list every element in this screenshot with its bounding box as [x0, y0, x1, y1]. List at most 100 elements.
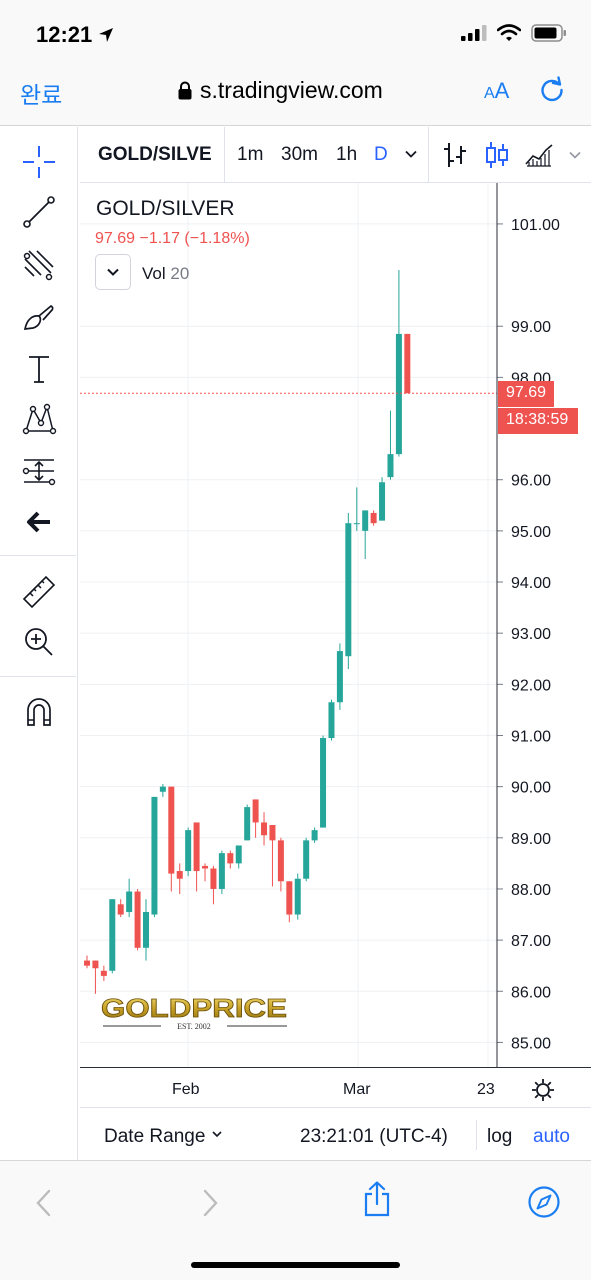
candle-body: [227, 853, 234, 864]
candle-body: [345, 523, 352, 657]
forward-button[interactable]: [188, 1183, 232, 1223]
log-scale-toggle[interactable]: log: [487, 1126, 513, 1147]
bar-style-button[interactable]: [442, 141, 468, 174]
chart-pane[interactable]: 101.00 99.00 98.00 96.00 95.00 94.00 93.00 92.0…: [80, 183, 591, 1068]
open-in-safari-button[interactable]: [522, 1182, 566, 1222]
chart-bottom-bar: Date Range 23:21:01 (UTC-4) log auto: [80, 1107, 591, 1160]
long-position-icon: [22, 459, 56, 486]
candle-body: [303, 840, 310, 879]
pattern-icon: [22, 403, 57, 435]
chevron-down-icon: [405, 150, 417, 158]
candle-body: [395, 333, 402, 455]
address-bar: 완료 s.tradingview.com AA: [0, 64, 591, 126]
candle-body: [404, 333, 411, 394]
brush-icon: [23, 304, 54, 330]
fib-retracement-tool[interactable]: [19, 245, 59, 285]
chart-header-toolbar: GOLD/SILVE 1m 30m 1h D: [80, 127, 591, 183]
aa-large: A: [494, 78, 510, 103]
trend-line-icon: [23, 196, 55, 228]
auto-scale-toggle[interactable]: auto: [533, 1126, 570, 1147]
goldprice-watermark: GOLDPRICE EST. 2002: [101, 992, 291, 1032]
candles-style-button[interactable]: [484, 140, 510, 175]
legend-toggle-button[interactable]: [95, 254, 131, 290]
home-indicator: [191, 1262, 400, 1268]
interval-1m[interactable]: 1m: [237, 144, 264, 165]
price-tick-label: 101.00: [511, 217, 560, 234]
candle-body: [252, 799, 259, 823]
grid-lines: [80, 183, 497, 1068]
crosshair-tool[interactable]: [19, 142, 59, 182]
candle-body: [379, 482, 386, 521]
candle-body: [370, 512, 377, 524]
price-tick-label: 87.00: [511, 933, 551, 950]
brush-tool[interactable]: [19, 297, 59, 337]
candle-body: [185, 830, 192, 872]
candle-body: [100, 970, 107, 976]
interval-30m[interactable]: 30m: [281, 144, 318, 165]
text-tool[interactable]: [19, 349, 59, 389]
share-button[interactable]: [355, 1179, 399, 1219]
toolbar-separator: [224, 127, 225, 183]
date-range-button[interactable]: Date Range: [104, 1126, 223, 1148]
battery-icon: [531, 24, 566, 42]
toolbar-separator: [428, 127, 429, 183]
url-field[interactable]: s.tradingview.com: [178, 77, 383, 104]
price-tick-label: 95.00: [511, 524, 551, 541]
price-tick-label: 91.00: [511, 728, 551, 745]
pattern-tool[interactable]: [19, 399, 59, 439]
price-tick-label: 92.00: [511, 677, 551, 694]
price-chart[interactable]: 101.0099.0098.0096.0095.0094.0093.0092.0…: [80, 183, 591, 1068]
price-tick-label: 86.00: [511, 984, 551, 1001]
indicators-icon: [525, 144, 553, 167]
symbol-search-button[interactable]: GOLD/SILVE: [98, 144, 212, 165]
time-axis-label-23: 23: [477, 1081, 495, 1098]
candles-icon: [486, 142, 508, 168]
reload-button[interactable]: [538, 76, 566, 109]
candle-body: [126, 891, 133, 912]
back-button[interactable]: [22, 1183, 66, 1223]
candles: [80, 269, 497, 994]
goldprice-logo: GOLDPRICE EST. 2002: [101, 993, 288, 1031]
price-tick-label: 93.00: [511, 626, 551, 643]
hide-toolbar-button[interactable]: [19, 502, 59, 542]
zoom-in-tool[interactable]: [19, 622, 59, 662]
price-tick-label: 94.00: [511, 575, 551, 592]
cellular-signal-icon: [461, 25, 487, 41]
prediction-measure-tool[interactable]: [19, 451, 59, 491]
candle-body: [109, 899, 116, 971]
timezone-clock-button[interactable]: 23:21:01 (UTC-4): [300, 1126, 448, 1147]
candle-body: [151, 796, 158, 915]
magnet-tool[interactable]: [19, 692, 59, 732]
candle-body: [202, 865, 209, 869]
ruler-tool[interactable]: [19, 572, 59, 612]
toolbar-divider: [0, 676, 76, 677]
status-time-text: 12:21: [36, 22, 93, 47]
interval-d[interactable]: D: [374, 144, 388, 165]
drawing-toolbar: [0, 127, 78, 1160]
chart-settings-button[interactable]: [530, 1077, 556, 1108]
done-button[interactable]: 완료: [20, 82, 63, 108]
chevron-down-icon: [107, 268, 119, 276]
candle-body: [336, 651, 343, 703]
reader-text-size-button[interactable]: AA: [484, 78, 509, 104]
candle-body: [362, 510, 369, 531]
url-text: s.tradingview.com: [200, 77, 383, 103]
price-tick-label: 90.00: [511, 780, 551, 797]
candle-body: [168, 786, 175, 874]
last-price-label: 97.69: [498, 381, 555, 407]
candle-body: [286, 881, 293, 915]
trend-line-tool[interactable]: [19, 192, 59, 232]
chevron-right-icon: [203, 1189, 218, 1217]
price-tick-label: 96.00: [511, 473, 551, 490]
price-tick-label: 89.00: [511, 831, 551, 848]
reload-icon: [541, 76, 563, 102]
volume-label: Vol: [142, 264, 166, 283]
legend-symbol-title: GOLD/SILVER: [96, 197, 235, 220]
interval-1h[interactable]: 1h: [336, 144, 358, 165]
indicators-button[interactable]: [524, 142, 554, 173]
candle-body: [353, 523, 360, 525]
chevron-down-icon: [212, 1131, 222, 1138]
interval-dropdown[interactable]: [404, 147, 418, 166]
indicators-dropdown[interactable]: [568, 148, 582, 167]
safari-bottom-toolbar: [0, 1160, 591, 1280]
